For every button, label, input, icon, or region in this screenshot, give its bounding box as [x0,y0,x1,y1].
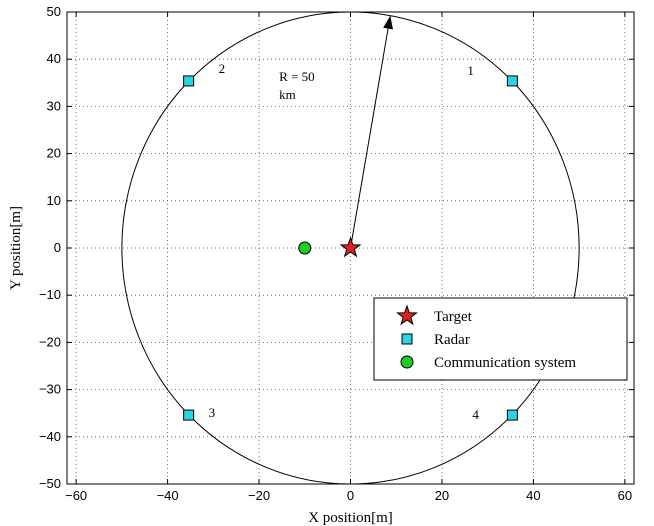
radar-marker [506,409,518,421]
radar-label: 4 [472,407,479,422]
x-tick-label: −20 [248,488,270,503]
y-axis-label: Y position[m] [8,206,24,290]
legend-entry: Radar [434,332,470,348]
x-tick-label: −60 [65,488,87,503]
data-layer: R = 50 km 1 2 3 4 [121,11,580,485]
legend-box [373,297,628,381]
radar-label: 1 [467,63,474,78]
y-tick-label: 40 [47,51,61,66]
radar-label: 3 [209,405,216,420]
radar-marker [183,75,195,87]
radar-marker [183,409,195,421]
y-tick-label: −30 [39,382,61,397]
comm-system-marker [298,241,312,255]
radius-annotation: R = 50 [279,69,315,84]
x-tick-label: 20 [435,488,449,503]
y-tick-label: −40 [39,429,61,444]
y-tick-label: −20 [39,334,61,349]
x-tick-label: 0 [347,488,354,503]
y-tick-label: −10 [39,287,61,302]
y-tick-label: −50 [39,476,61,491]
ticks-layer: −60 −40 −20 0 20 40 60 −50 −40 −30 −20 −10 0 10 20 30 40… [39,4,634,503]
legend-star-marker [396,304,418,326]
x-tick-label: 60 [618,488,632,503]
radius-arrow-line [350,15,391,249]
range-circle [121,11,580,485]
x-tick-label: 40 [526,488,540,503]
legend-square-marker [401,333,413,345]
legend: Target Radar Communication system [373,297,628,381]
legend-entry: Target [434,309,473,325]
target-marker [339,236,362,258]
radius-annotation: km [279,87,296,102]
y-tick-label: 20 [47,146,61,161]
y-tick-label: 50 [47,4,61,19]
radar-marker [506,75,518,87]
y-tick-label: 30 [47,98,61,113]
y-tick-label: 0 [54,240,61,255]
radius-arrow-head [383,15,394,30]
legend-entry: Communication system [434,355,576,371]
x-axis-label: X position[m] [308,510,393,526]
x-tick-label: −40 [157,488,179,503]
radar-label: 2 [219,61,226,76]
y-tick-label: 10 [47,193,61,208]
legend-circle-marker [400,355,414,369]
